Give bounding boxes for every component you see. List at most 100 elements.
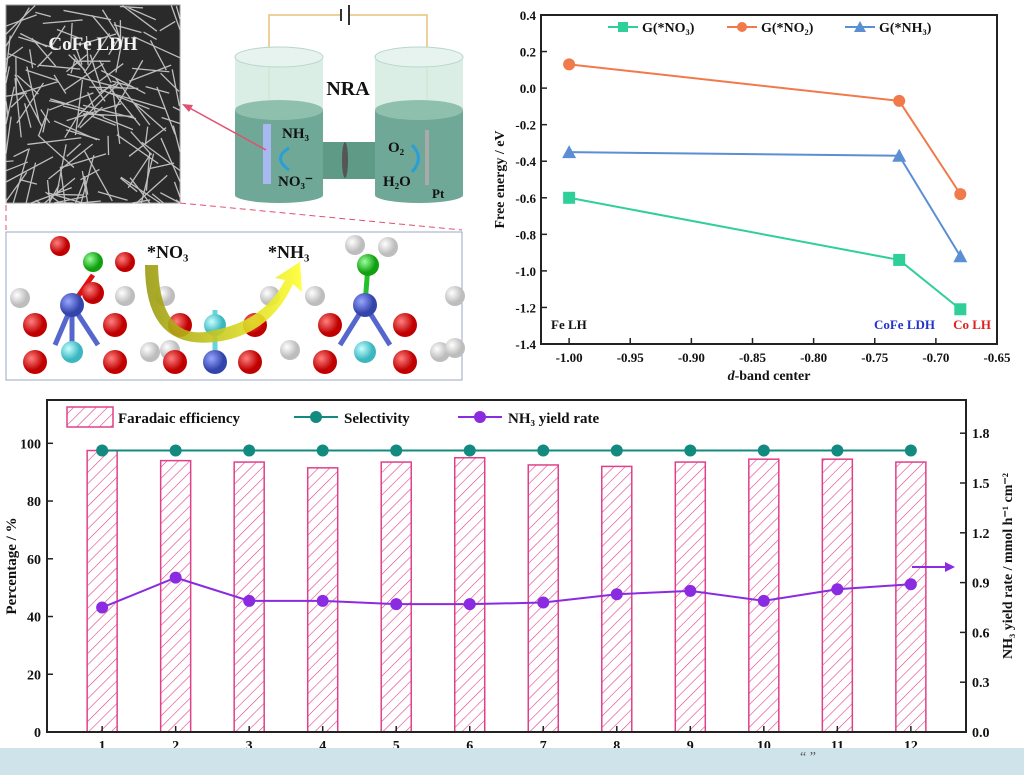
x-tick-label: 1	[99, 739, 106, 750]
nanosheet	[66, 143, 82, 157]
nanosheet	[97, 87, 150, 110]
cobalt-atom	[353, 293, 377, 317]
nitrogen-atom	[83, 252, 103, 272]
adsorbate-right-label: *NH₃	[268, 242, 310, 262]
nanosheet	[129, 177, 151, 204]
nanosheet	[133, 36, 181, 59]
nanosheet	[112, 90, 121, 145]
sem-image: CoFe LDH	[5, 4, 181, 204]
data-point	[757, 444, 770, 457]
nanosheet	[160, 192, 181, 204]
x-tick-label: -0.65	[983, 350, 1011, 365]
x-tick-label: -0.70	[922, 350, 949, 365]
nanosheet	[111, 80, 133, 88]
nanosheet	[25, 69, 58, 82]
nanosheet	[175, 5, 181, 20]
bar	[748, 458, 780, 733]
nanosheet	[128, 64, 172, 82]
nanosheet	[5, 46, 24, 60]
nanosheet	[14, 80, 59, 96]
nanosheet	[102, 116, 134, 131]
nanosheet	[79, 200, 101, 204]
data-point	[684, 584, 697, 597]
annotation-label: Co LH	[953, 317, 991, 332]
nanosheet	[80, 155, 95, 204]
x-axis-label: d-band center	[728, 369, 811, 384]
hydrogen-atom	[10, 288, 30, 308]
y-tick-label: -1.4	[515, 337, 536, 352]
iron-atom	[61, 341, 83, 363]
x-tick-label: -0.95	[617, 350, 645, 365]
annotation-label: CoFe LDH	[874, 317, 935, 332]
nanosheet	[128, 7, 157, 21]
nanosheet	[5, 161, 29, 172]
nanosheet	[12, 148, 30, 204]
nanosheet	[70, 58, 76, 74]
electrochemical-cell: NH₃ NO₃⁻ O₂ H₂O Pt NRA	[182, 5, 464, 203]
nanosheet	[66, 113, 86, 122]
nanosheet	[144, 126, 149, 144]
cell-label: NRA	[326, 78, 370, 100]
cobalt-atom	[60, 293, 84, 317]
oxygen-atom	[313, 350, 337, 374]
data-point	[684, 444, 697, 457]
oxygen-atom	[318, 313, 342, 337]
data-point	[610, 588, 623, 601]
legend-marker	[618, 22, 628, 32]
legend-item: G(*NO₃)	[608, 21, 695, 36]
nanosheet	[63, 9, 112, 21]
data-point	[463, 598, 476, 611]
nanosheet	[60, 153, 107, 169]
nanosheet	[97, 191, 128, 201]
nanosheet	[5, 160, 14, 163]
x-tick-label: -0.90	[678, 350, 705, 365]
cathode-chamber: NH₃ NO₃⁻	[234, 46, 324, 203]
nanosheet	[128, 127, 167, 157]
oxygen-atom	[115, 252, 135, 272]
bar	[895, 461, 927, 733]
hydrogen-atom	[430, 342, 450, 362]
hydrogen-atom	[378, 237, 398, 257]
nanosheet	[149, 162, 175, 170]
legend-item: G(*NO₂)	[727, 21, 814, 36]
nanosheet	[127, 152, 152, 189]
y-right-tick-label: 1.2	[972, 527, 990, 542]
y-tick-label: -0.8	[515, 227, 536, 242]
data-point	[563, 58, 576, 71]
reaction-arrow	[145, 262, 302, 343]
y-tick-label: 60	[27, 553, 41, 568]
bar	[821, 458, 854, 733]
bar	[453, 456, 486, 733]
anode-chamber: O₂ H₂O Pt	[374, 46, 464, 203]
bar	[380, 461, 412, 733]
bar	[86, 449, 118, 733]
nanosheet	[38, 64, 81, 70]
nanosheet	[75, 48, 83, 65]
legend-marker	[854, 21, 866, 32]
nanosheet	[19, 178, 38, 185]
data-point	[904, 578, 917, 591]
series-1	[563, 58, 967, 201]
oxygen-atom	[393, 350, 417, 374]
nanosheet	[26, 66, 40, 121]
nanosheet	[120, 177, 138, 193]
nanosheet	[72, 54, 106, 102]
nanosheet	[151, 193, 164, 204]
anode-product: O₂	[388, 140, 405, 156]
nanosheet	[79, 106, 103, 129]
nanosheet	[160, 72, 180, 92]
data-point	[537, 444, 550, 457]
data-point	[892, 148, 907, 162]
legend-marker	[474, 411, 486, 423]
nanosheet	[5, 66, 10, 84]
nanosheet	[172, 125, 181, 152]
series-line	[101, 576, 911, 609]
nanosheet	[55, 144, 67, 196]
legend-item: G(*NH₃)	[845, 21, 932, 36]
data-point	[757, 594, 770, 607]
plot-frame	[540, 14, 998, 345]
data-point	[316, 444, 329, 457]
nanosheet	[42, 108, 49, 133]
oxygen-atom	[103, 313, 127, 337]
y-right-tick-label: 0.6	[972, 626, 990, 641]
